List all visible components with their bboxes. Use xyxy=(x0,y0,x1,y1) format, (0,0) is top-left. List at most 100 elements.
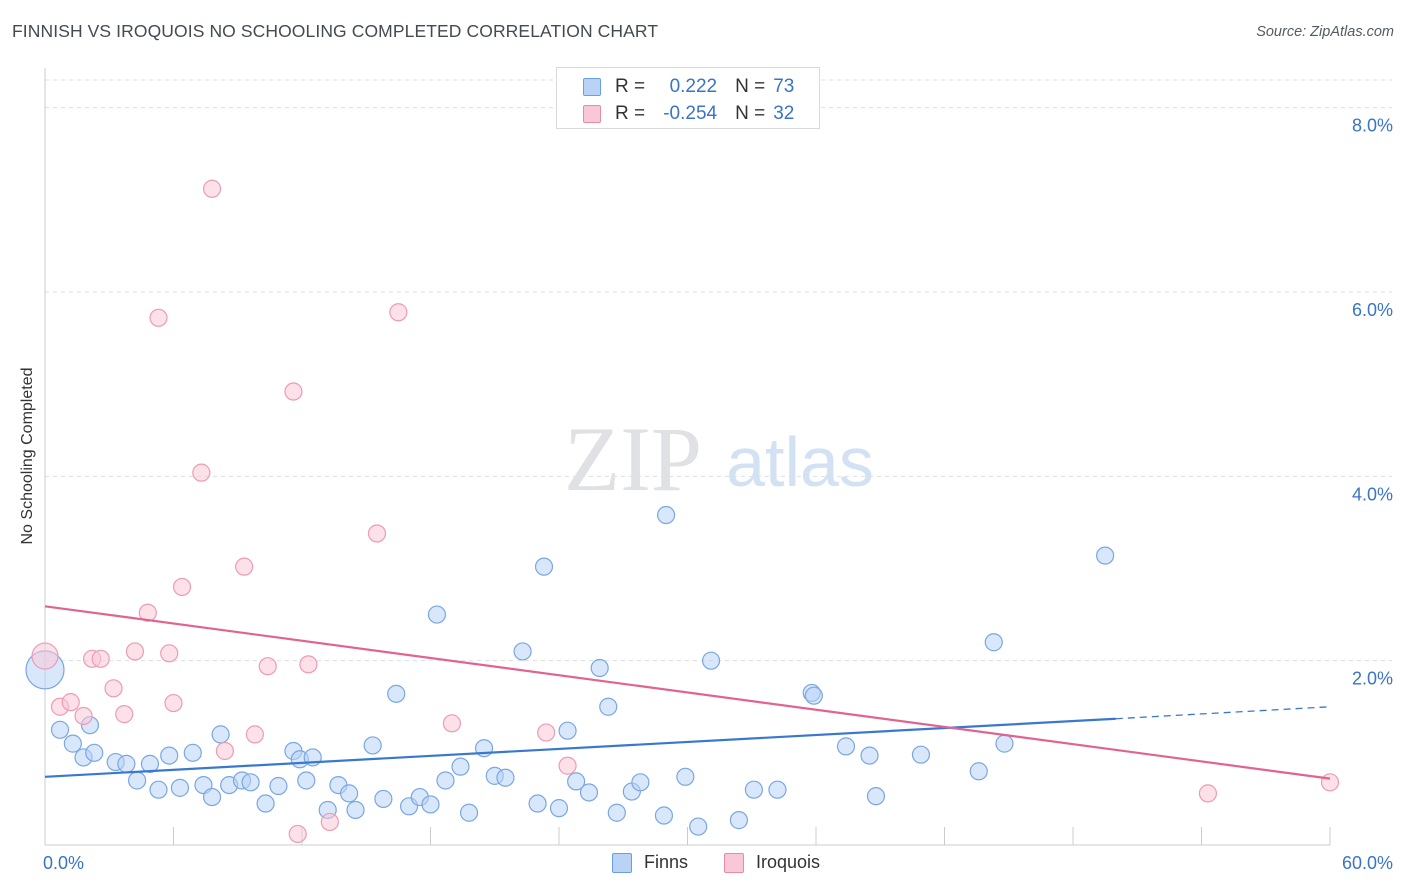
data-point xyxy=(299,655,318,674)
data-point xyxy=(984,633,1003,652)
data-point xyxy=(115,705,134,724)
data-point xyxy=(183,743,202,762)
data-point xyxy=(235,557,254,576)
data-point xyxy=(149,308,168,327)
r-value: 0.222 xyxy=(669,76,718,97)
y-tick-label: 6.0% xyxy=(1352,300,1393,320)
data-point xyxy=(202,787,222,807)
data-point xyxy=(1096,546,1115,565)
data-point xyxy=(346,800,365,820)
data-point xyxy=(558,756,577,775)
data-point xyxy=(528,794,547,813)
data-point xyxy=(63,734,82,753)
legend-row-iroquois: R = -0.254 N = 32 xyxy=(583,102,794,126)
trend-line-finns xyxy=(44,717,1116,778)
y-tick-label: 4.0% xyxy=(1352,484,1393,504)
data-point xyxy=(269,776,288,796)
chart-title: FINNISH VS IROQUOIS NO SCHOOLING COMPLET… xyxy=(12,21,659,41)
data-point xyxy=(245,725,264,744)
source-label: Source: ZipAtlas.com xyxy=(1256,24,1394,40)
data-point xyxy=(599,697,618,716)
r-label: R = xyxy=(615,76,646,97)
data-point xyxy=(558,721,577,740)
data-point xyxy=(1198,784,1218,803)
stats-legend: R = 0.222 N = 73 R = -0.254 N = 32 xyxy=(556,67,820,129)
data-point xyxy=(387,684,406,703)
data-point xyxy=(149,780,168,799)
data-point xyxy=(421,795,440,814)
data-point xyxy=(31,642,59,670)
data-point xyxy=(320,812,339,832)
data-point xyxy=(211,725,230,744)
data-point xyxy=(549,799,569,818)
watermark-atlas: atlas xyxy=(726,423,874,501)
data-point xyxy=(172,577,192,597)
data-point xyxy=(297,771,316,790)
series-finns-points xyxy=(25,505,1115,836)
data-point xyxy=(202,179,222,198)
data-point xyxy=(513,642,532,661)
trend-line-extension-finns xyxy=(1115,706,1331,720)
data-points xyxy=(25,179,1340,844)
data-point xyxy=(496,768,515,787)
data-point xyxy=(534,557,554,576)
data-point xyxy=(127,771,147,790)
data-point xyxy=(804,686,823,705)
data-point xyxy=(701,651,721,670)
data-point xyxy=(61,693,80,712)
data-point xyxy=(104,679,123,698)
data-point xyxy=(567,772,586,791)
y-tick-label: 8.0% xyxy=(1352,116,1393,136)
y-tick-labels: 2.0% 4.0% 6.0% 8.0% xyxy=(1352,116,1393,689)
iroquois-legend-label: Iroquois xyxy=(756,852,821,872)
data-point xyxy=(744,780,763,799)
watermark-zip: ZIP xyxy=(564,408,702,510)
data-point xyxy=(911,745,931,764)
iroquois-swatch xyxy=(583,105,601,123)
x-tick-labels: 0.0% 60.0% xyxy=(43,853,1393,873)
data-point xyxy=(215,741,234,761)
legend-item-finns[interactable]: Finns xyxy=(612,852,688,873)
data-point xyxy=(50,720,70,739)
trend-lines xyxy=(44,605,1331,780)
data-point xyxy=(85,743,104,762)
data-point xyxy=(656,505,676,525)
x-tick-label: 60.0% xyxy=(1342,853,1393,873)
data-point xyxy=(459,803,479,822)
data-point xyxy=(74,706,93,726)
iroquois-legend-swatch xyxy=(724,852,744,873)
data-point xyxy=(427,605,447,624)
data-point xyxy=(436,771,455,790)
data-point xyxy=(607,803,626,822)
data-point xyxy=(590,658,609,678)
data-point xyxy=(367,524,387,543)
data-point xyxy=(117,754,136,773)
data-point xyxy=(288,824,307,844)
finns-legend-swatch xyxy=(612,852,632,873)
n-label: N = xyxy=(735,76,766,97)
data-point xyxy=(389,303,408,322)
data-point xyxy=(340,784,359,803)
data-point xyxy=(969,762,988,781)
legend-item-iroquois[interactable]: Iroquois xyxy=(724,852,820,873)
x-tick-label: 0.0% xyxy=(43,853,84,873)
data-point xyxy=(160,746,179,765)
data-point xyxy=(631,773,650,792)
data-point xyxy=(689,817,708,836)
data-point xyxy=(256,794,275,813)
data-point xyxy=(160,644,179,663)
data-point xyxy=(241,773,260,792)
data-point xyxy=(284,382,303,401)
finns-swatch xyxy=(583,78,601,96)
data-point xyxy=(860,746,879,765)
trend-line-iroquois xyxy=(44,605,1331,780)
legend-row-finns: R = 0.222 N = 73 xyxy=(583,75,794,99)
data-point xyxy=(729,811,749,830)
data-point xyxy=(192,463,211,482)
data-point xyxy=(451,757,470,776)
r-label: R = xyxy=(615,103,646,124)
data-point xyxy=(258,657,277,676)
data-point xyxy=(374,789,393,809)
data-point xyxy=(676,767,695,786)
data-point xyxy=(164,693,183,713)
